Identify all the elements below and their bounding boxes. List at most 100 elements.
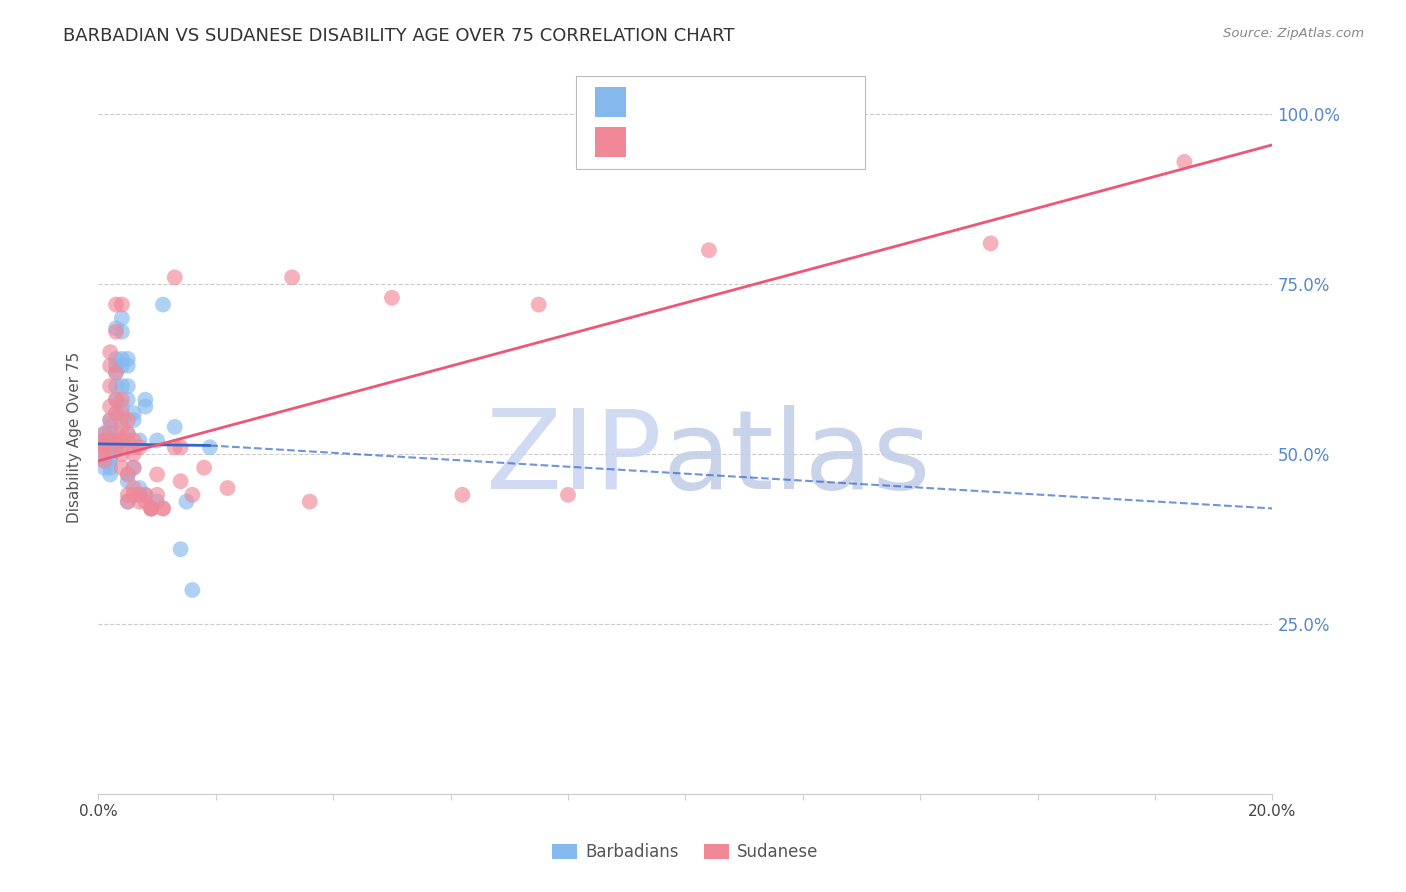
Point bbox=[93, 437, 115, 451]
Point bbox=[134, 488, 156, 502]
Point bbox=[146, 488, 169, 502]
Point bbox=[122, 440, 145, 454]
Point bbox=[163, 270, 186, 285]
Point bbox=[105, 443, 128, 458]
Text: 65: 65 bbox=[773, 135, 796, 153]
Point bbox=[111, 392, 134, 407]
Point bbox=[98, 359, 121, 373]
Point bbox=[122, 460, 145, 475]
Point bbox=[117, 494, 139, 508]
Point bbox=[281, 270, 304, 285]
Point bbox=[105, 392, 128, 407]
Point bbox=[105, 321, 128, 335]
Point bbox=[117, 475, 139, 489]
Legend: Barbadians, Sudanese: Barbadians, Sudanese bbox=[546, 837, 825, 868]
Point bbox=[141, 501, 163, 516]
Point bbox=[105, 440, 128, 454]
Point bbox=[117, 351, 139, 366]
Point bbox=[98, 437, 121, 451]
Point bbox=[122, 488, 145, 502]
Point bbox=[122, 434, 145, 448]
Point bbox=[98, 420, 121, 434]
Point bbox=[111, 420, 134, 434]
Text: R =: R = bbox=[633, 95, 669, 113]
Point bbox=[146, 494, 169, 508]
Point bbox=[111, 460, 134, 475]
Text: BARBADIAN VS SUDANESE DISABILITY AGE OVER 75 CORRELATION CHART: BARBADIAN VS SUDANESE DISABILITY AGE OVE… bbox=[63, 27, 735, 45]
Point bbox=[105, 392, 128, 407]
Point bbox=[122, 460, 145, 475]
Point bbox=[93, 434, 115, 448]
Point bbox=[217, 481, 239, 495]
Point bbox=[122, 447, 145, 461]
Point bbox=[128, 481, 150, 495]
Point bbox=[98, 413, 121, 427]
Text: R =: R = bbox=[633, 135, 673, 153]
Point bbox=[141, 501, 163, 516]
Point bbox=[111, 359, 134, 373]
Point bbox=[98, 440, 121, 454]
Point bbox=[128, 494, 150, 508]
Point bbox=[122, 481, 145, 495]
Point bbox=[163, 420, 186, 434]
Point bbox=[98, 440, 121, 454]
Point bbox=[134, 488, 156, 502]
Text: 0.553: 0.553 bbox=[668, 135, 720, 153]
Point bbox=[176, 494, 198, 508]
Point bbox=[181, 488, 204, 502]
Point bbox=[105, 359, 128, 373]
Point bbox=[169, 475, 191, 489]
Text: atlas: atlas bbox=[662, 405, 931, 512]
Point bbox=[111, 379, 134, 393]
Y-axis label: Disability Age Over 75: Disability Age Over 75 bbox=[67, 351, 83, 523]
Point bbox=[105, 297, 128, 311]
Point bbox=[117, 488, 139, 502]
Point bbox=[111, 434, 134, 448]
Point bbox=[111, 406, 134, 420]
Text: -0.074: -0.074 bbox=[668, 95, 727, 113]
Point bbox=[105, 406, 128, 420]
Point bbox=[98, 460, 121, 475]
Point bbox=[98, 413, 121, 427]
Point bbox=[128, 440, 150, 454]
Point bbox=[98, 434, 121, 448]
Point bbox=[146, 434, 169, 448]
Point bbox=[381, 291, 404, 305]
Point bbox=[93, 426, 115, 441]
Point bbox=[117, 467, 139, 482]
Point bbox=[117, 413, 139, 427]
Point bbox=[111, 400, 134, 414]
Point bbox=[98, 434, 121, 448]
Point bbox=[117, 392, 139, 407]
Point bbox=[98, 443, 121, 458]
Point bbox=[105, 325, 128, 339]
Point bbox=[141, 501, 163, 516]
Point bbox=[117, 494, 139, 508]
Point bbox=[169, 440, 191, 454]
Point bbox=[527, 297, 550, 311]
Point bbox=[122, 413, 145, 427]
Point bbox=[298, 494, 321, 508]
Point bbox=[980, 236, 1002, 251]
Point bbox=[1173, 154, 1195, 169]
Point bbox=[117, 426, 139, 441]
Point bbox=[117, 359, 139, 373]
Point bbox=[93, 434, 115, 448]
Point bbox=[98, 454, 121, 468]
Point bbox=[98, 467, 121, 482]
Point bbox=[105, 434, 128, 448]
Point bbox=[105, 366, 128, 380]
Point bbox=[98, 450, 121, 465]
Point bbox=[134, 494, 156, 508]
Point bbox=[111, 447, 134, 461]
Point bbox=[152, 501, 174, 516]
Point bbox=[105, 366, 128, 380]
Point bbox=[134, 392, 156, 407]
Point bbox=[152, 297, 174, 311]
Point bbox=[93, 426, 115, 441]
Point bbox=[117, 467, 139, 482]
Point bbox=[93, 437, 115, 451]
Point bbox=[93, 440, 115, 454]
Point bbox=[93, 440, 115, 454]
Text: Source: ZipAtlas.com: Source: ZipAtlas.com bbox=[1223, 27, 1364, 40]
